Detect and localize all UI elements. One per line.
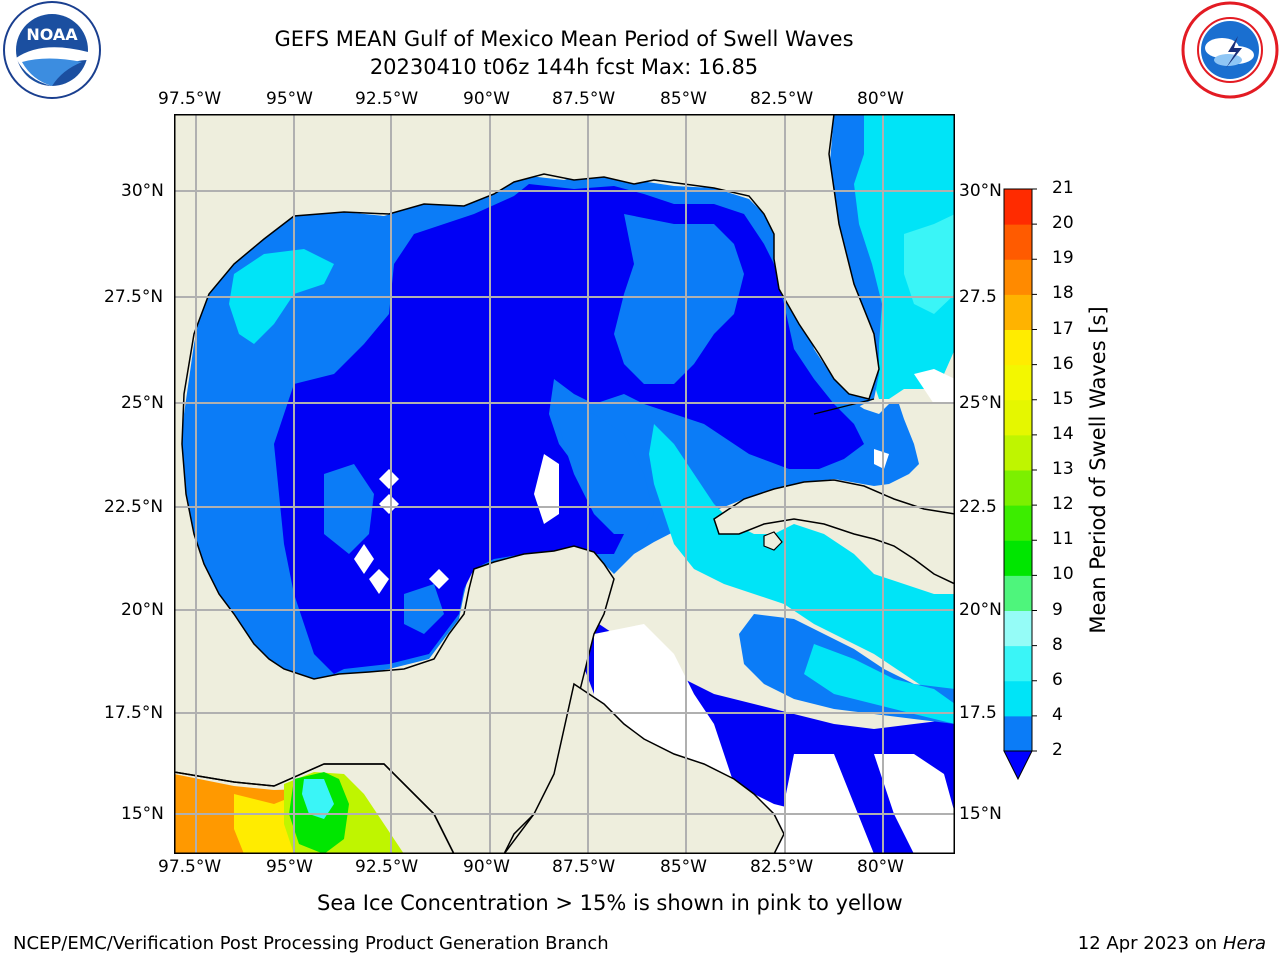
lon-label-bottom: 92.5°W [355, 857, 419, 877]
colorbar-tick-label: 19 [1052, 248, 1074, 269]
lon-label-top: 95°W [266, 89, 313, 109]
colorbar-tick-label: 16 [1052, 353, 1074, 374]
lon-label-bottom: 82.5°W [750, 857, 814, 877]
land-us-gulf-coast [174, 114, 880, 854]
colorbar-tick-label: 18 [1052, 283, 1074, 304]
lat-label-right: 22.5 [959, 497, 997, 517]
nws-logo [1180, 0, 1280, 100]
colorbar-tick-label: 10 [1052, 564, 1074, 585]
colorbar-extend-arrow [1003, 750, 1033, 781]
lon-label-bottom: 97.5°W [158, 857, 222, 877]
machine-name: Hera [1222, 933, 1266, 954]
colorbar-tick-label: 13 [1052, 459, 1074, 479]
colorbar-tick-label: 15 [1052, 388, 1074, 409]
lat-label-right: 27.5 [959, 287, 997, 307]
lon-label-bottom: 80°W [857, 857, 904, 877]
date-text: 12 Apr 2023 on Hera [1078, 933, 1266, 954]
lon-label-bottom: 85°W [660, 857, 707, 877]
colorbar-segment [1004, 715, 1032, 752]
credit-text: NCEP/EMC/Verification Post Processing Pr… [13, 933, 609, 954]
lat-label-right: 20°N [959, 600, 1002, 620]
lon-label-top: 90°W [463, 89, 510, 109]
lat-label-left: 27.5°N [104, 287, 164, 307]
lat-label-left: 22.5°N [104, 497, 164, 517]
colorbar-segment [1004, 505, 1032, 541]
atlantic-swell-field [839, 114, 955, 399]
lon-label-bottom: 87.5°W [552, 857, 616, 877]
lat-label-right: 17.5 [959, 703, 997, 723]
colorbar-segment [1004, 329, 1032, 366]
lon-label-top: 97.5°W [158, 89, 222, 109]
colorbar-graphic [1003, 188, 1037, 781]
lat-label-left: 25°N [121, 393, 164, 413]
colorbar-tick-label: 4 [1052, 704, 1063, 725]
colorbar-tick-label: 21 [1052, 178, 1074, 198]
lat-label-left: 17.5°N [104, 703, 164, 723]
chart-subtitle: 20230410 t06z 144h fcst Max: 16.85 [369, 55, 759, 79]
colorbar-segment [1004, 399, 1032, 436]
colorbar-segment [1004, 434, 1032, 471]
lon-label-bottom: 90°W [463, 857, 510, 877]
colorbar-segment [1004, 224, 1032, 260]
colorbar-tick-label: 2 [1052, 740, 1063, 760]
lat-label-left: 15°N [121, 804, 164, 824]
lat-label-left: 30°N [121, 181, 164, 201]
colorbar-segment [1004, 680, 1032, 717]
colorbar-segment [1004, 294, 1032, 330]
colorbar-segment [1004, 540, 1032, 576]
lat-label-right: 25°N [959, 393, 1002, 413]
noaa-logo: NOAA [2, 0, 102, 100]
colorbar-tick-label: 14 [1052, 423, 1074, 444]
colorbar-tick-label: 20 [1052, 213, 1074, 234]
colorbar-segment [1004, 610, 1032, 647]
lat-label-left: 20°N [121, 600, 164, 620]
lon-label-top: 85°W [660, 89, 707, 109]
lon-label-top: 87.5°W [552, 89, 616, 109]
lon-label-bottom: 95°W [266, 857, 313, 877]
cyan-region-yucatan [649, 424, 955, 694]
gulf-of-mexico-map [174, 114, 955, 854]
colorbar-segment [1004, 189, 1032, 225]
map-frame [174, 114, 955, 854]
colorbar-segment [1004, 259, 1032, 295]
graticule [174, 114, 955, 854]
lon-label-top: 82.5°W [750, 89, 814, 109]
lon-label-top: 92.5°W [355, 89, 419, 109]
lat-label-right: 30°N [959, 181, 1002, 201]
colorbar-segment [1004, 470, 1032, 506]
chart-title: GEFS MEAN Gulf of Mexico Mean Period of … [274, 27, 854, 51]
lon-label-top: 80°W [857, 89, 904, 109]
date-value: 12 Apr 2023 on [1077, 933, 1218, 954]
colorbar-tick-label: 8 [1052, 634, 1063, 655]
lat-label-right: 15°N [959, 804, 1002, 824]
colorbar-tick-label: 17 [1052, 318, 1074, 339]
colorbar-tick-label: 12 [1052, 494, 1074, 515]
svg-text:NOAA: NOAA [26, 25, 78, 44]
colorbar [1000, 186, 1040, 786]
colorbar-tick-label: 11 [1052, 529, 1074, 550]
colorbar-segment [1004, 645, 1032, 682]
sea-ice-note: Sea Ice Concentration > 15% is shown in … [317, 891, 903, 915]
colorbar-segment [1004, 364, 1032, 401]
colorbar-title: Mean Period of Swell Waves [s] [1086, 306, 1110, 634]
colorbar-tick-label: 9 [1052, 599, 1063, 620]
colorbar-segment [1004, 575, 1032, 611]
colorbar-tick-label: 6 [1052, 669, 1063, 690]
